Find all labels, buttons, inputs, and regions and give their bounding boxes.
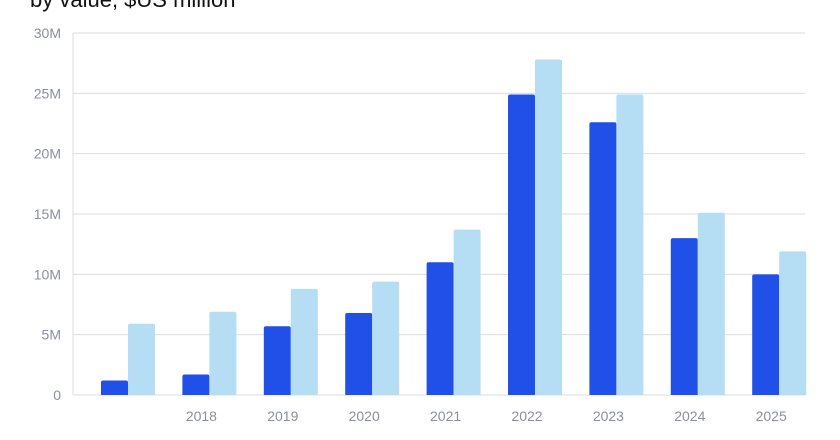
x-tick-label: 2025 (756, 408, 787, 424)
x-tick-label: 2024 (674, 408, 705, 424)
bar-series-2 (209, 311, 237, 395)
x-tick-label: 2023 (593, 408, 624, 424)
y-tick-label: 5M (42, 327, 61, 343)
bar-series-1 (589, 122, 617, 395)
bar-series-1 (345, 312, 373, 395)
x-tick-label: 2021 (430, 408, 461, 424)
x-tick-label: 2022 (511, 408, 542, 424)
y-axis-tick-labels: 0 5M 10M 15M 20M 25M 30M (34, 25, 61, 403)
y-tick-label: 30M (34, 25, 61, 41)
y-tick-label: 25M (34, 85, 61, 101)
chart-subtitle: by value, $US million (30, 0, 235, 13)
bar-series-1 (508, 94, 535, 395)
y-tick-label: 15M (34, 206, 61, 222)
x-axis-tick-labels: 2018 2019 2020 2021 2022 2023 2024 2025 (186, 408, 787, 424)
bar-series-1 (426, 262, 454, 395)
bar-series-2 (616, 94, 644, 395)
bar-series-2 (453, 229, 481, 395)
bar-series-1 (670, 238, 698, 395)
bar-series-1 (752, 274, 780, 395)
bar-series-1 (101, 380, 128, 395)
x-tick-label: 2018 (186, 408, 217, 424)
bar-series-2 (535, 59, 562, 396)
bar-series-2 (372, 281, 400, 395)
bar-series-1 (263, 326, 291, 395)
bar-series-2 (128, 323, 155, 395)
y-tick-label: 20M (34, 146, 61, 162)
x-tick-label: 2019 (267, 408, 298, 424)
bar-series-1 (182, 374, 210, 395)
bar-series-2 (779, 251, 807, 395)
bar-series-2 (290, 288, 318, 395)
y-tick-label: 0 (53, 387, 61, 403)
y-tick-label: 10M (34, 266, 61, 282)
bar-series-2 (697, 212, 725, 395)
x-tick-label: 2020 (349, 408, 380, 424)
bars (101, 59, 807, 396)
